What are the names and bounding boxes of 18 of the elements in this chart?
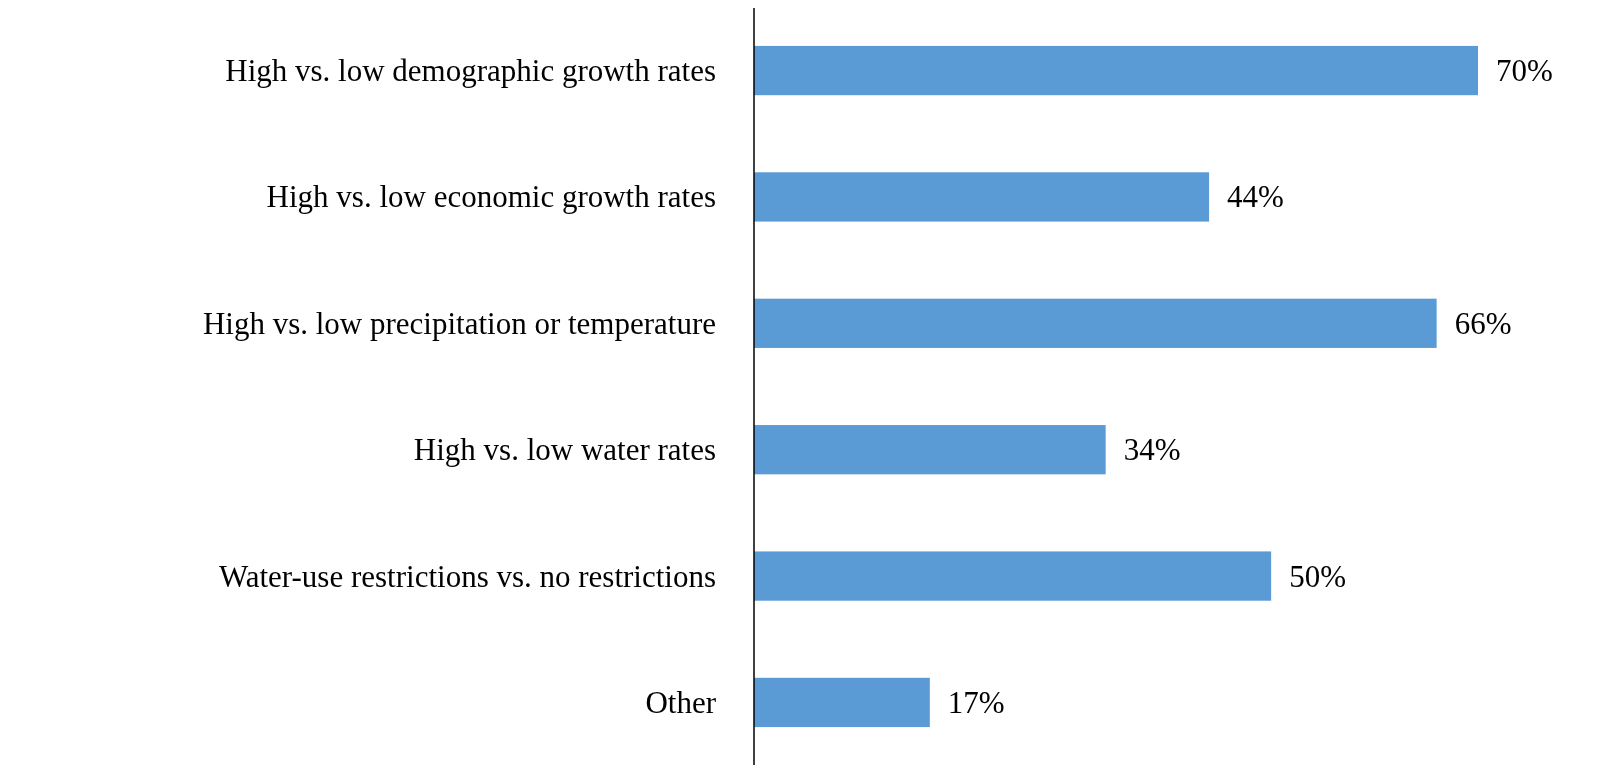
bar (754, 677, 930, 728)
y-tick-label: Water-use restrictions vs. no restrictions (218, 558, 716, 594)
y-tick-label: High vs. low economic growth rates (266, 179, 716, 215)
y-tick-label: High vs. low precipitation or temperature (202, 305, 716, 341)
data-label: 44% (1227, 179, 1284, 215)
bar (754, 551, 1272, 601)
bar (754, 172, 1210, 222)
data-label: 34% (1123, 432, 1181, 468)
data-label: 70% (1496, 53, 1553, 89)
bar (754, 298, 1437, 348)
bar (754, 425, 1106, 475)
data-label: 50% (1289, 558, 1346, 594)
y-tick-label: High vs. low demographic growth rates (225, 53, 716, 89)
data-label: 66% (1454, 305, 1512, 341)
bar (754, 45, 1478, 96)
data-label: 17% (947, 684, 1005, 720)
y-tick-label: High vs. low water rates (413, 432, 716, 468)
y-tick-label: Other (645, 684, 717, 720)
